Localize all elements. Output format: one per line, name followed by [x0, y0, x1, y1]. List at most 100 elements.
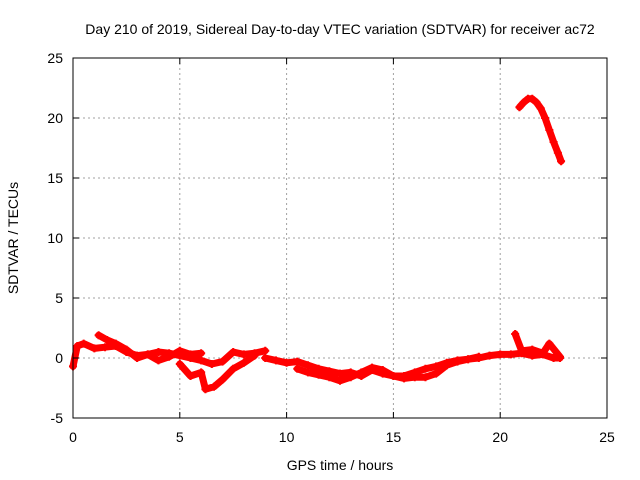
data-point: [474, 352, 483, 361]
data-point: [293, 364, 302, 373]
data-point: [528, 345, 537, 354]
data-point: [464, 355, 473, 364]
data-point: [154, 348, 163, 356]
chart-title: Day 210 of 2019, Sidereal Day-to-day VTE…: [85, 21, 595, 37]
data-point: [90, 344, 99, 353]
data-point: [515, 103, 524, 112]
data-point: [325, 373, 334, 382]
y-tick-label: 25: [47, 50, 63, 66]
data-point: [400, 372, 409, 380]
data-point: [314, 370, 323, 379]
data-point: [389, 372, 398, 380]
data-point: [122, 345, 131, 354]
data-point: [357, 368, 366, 377]
data-point: [442, 358, 451, 367]
data-point: [519, 98, 528, 107]
data-point: [197, 356, 206, 365]
data-point: [143, 350, 152, 359]
series-trace: [511, 330, 564, 361]
series-trace-c: [175, 351, 259, 394]
data-point: [303, 368, 312, 377]
series-trace-d: [261, 349, 565, 383]
data-point: [209, 382, 218, 391]
y-tick-label: 20: [47, 110, 63, 126]
data-point: [421, 373, 430, 382]
data-point: [336, 369, 344, 378]
data-point: [165, 352, 174, 361]
data-point: [175, 346, 184, 355]
data-point: [229, 364, 238, 373]
data-point: [553, 148, 562, 157]
x-tick-label: 10: [279, 429, 295, 445]
data-point: [261, 354, 270, 362]
data-point: [250, 351, 259, 360]
data-point: [538, 349, 547, 358]
y-tick-label: 0: [55, 350, 63, 366]
x-axis-label: GPS time / hours: [287, 457, 394, 473]
data-point: [197, 368, 206, 377]
data-point: [303, 361, 312, 370]
data-point: [133, 354, 142, 362]
data-point: [201, 385, 210, 394]
data-point: [421, 364, 430, 373]
data-point: [175, 360, 184, 368]
data-point: [101, 343, 110, 352]
data-point: [368, 363, 377, 372]
data-point: [557, 157, 566, 166]
data-point: [511, 330, 520, 338]
data-point: [293, 357, 302, 366]
data-point: [432, 369, 441, 378]
data-point: [517, 346, 526, 355]
series-trace-g: [515, 94, 566, 166]
data-point: [94, 331, 103, 340]
data-point: [218, 375, 227, 384]
data-point: [271, 356, 280, 365]
data-point: [432, 362, 441, 371]
grid: [73, 58, 607, 418]
data-point: [79, 339, 88, 348]
plot-frame: [72, 57, 608, 419]
x-tick-label: 25: [599, 429, 615, 445]
plot-area: [69, 94, 566, 394]
data-point: [239, 358, 248, 367]
y-tick-label: 5: [55, 290, 63, 306]
y-tick-label: 10: [47, 230, 63, 246]
x-tick-label: 0: [69, 429, 77, 445]
data-point: [541, 114, 550, 122]
data-point: [218, 357, 227, 366]
y-tick-label: 15: [47, 170, 63, 186]
data-point: [528, 94, 537, 103]
data-point: [186, 350, 195, 359]
y-tick-label: -5: [51, 410, 64, 426]
data-point: [239, 350, 248, 359]
data-point: [453, 356, 462, 365]
data-point: [103, 336, 112, 344]
data-point: [336, 376, 344, 385]
data-point: [154, 356, 163, 365]
data-point: [545, 339, 554, 348]
data-point: [506, 350, 515, 359]
data-point: [197, 349, 206, 358]
data-point: [549, 138, 558, 146]
series-trace-b: [94, 331, 206, 365]
data-point: [111, 339, 120, 348]
axis-ticks: 0 5 10 15 20 25 -5 0 5 10 15 20 25: [47, 50, 615, 445]
data-point: [73, 342, 82, 350]
data-point: [536, 104, 545, 113]
x-tick-label: 5: [176, 429, 184, 445]
data-point: [229, 348, 238, 356]
x-tick-label: 20: [492, 429, 508, 445]
data-point: [378, 366, 387, 374]
data-point: [410, 368, 419, 377]
series-trace-e: [293, 352, 483, 385]
data-point: [282, 358, 291, 367]
series-trace-f: [511, 330, 565, 361]
data-point: [496, 350, 505, 359]
data-point: [261, 346, 270, 355]
data-point: [186, 372, 195, 380]
data-point: [532, 98, 541, 107]
y-axis-label: SDTVAR / TECUs: [5, 182, 21, 294]
data-point: [545, 126, 554, 134]
data-point: [485, 351, 494, 360]
